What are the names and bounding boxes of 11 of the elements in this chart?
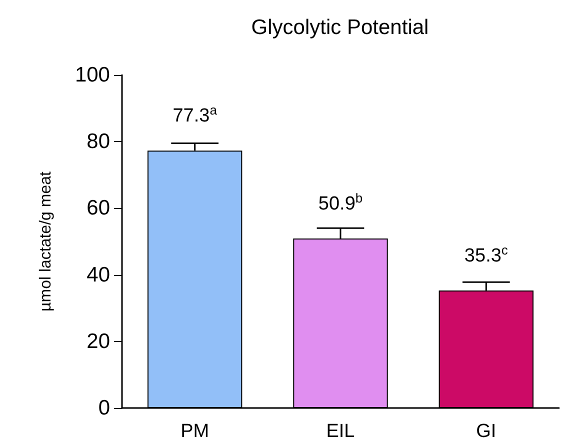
x-tick-label: EIL: [326, 421, 355, 442]
chart-title: Glycolytic Potential: [251, 16, 429, 39]
y-tick-label: 40: [86, 263, 110, 286]
y-tick-label: 100: [74, 64, 110, 86]
y-axis-title: µmol lactate/g meat: [38, 170, 54, 312]
x-tick-label: GI: [476, 421, 496, 442]
y-tick-label: 80: [86, 130, 110, 154]
x-tick-label: PM: [180, 421, 210, 442]
y-tick-label: 0: [98, 396, 110, 420]
y-tick-label: 60: [86, 196, 110, 220]
y-tick-label: 20: [86, 330, 110, 353]
